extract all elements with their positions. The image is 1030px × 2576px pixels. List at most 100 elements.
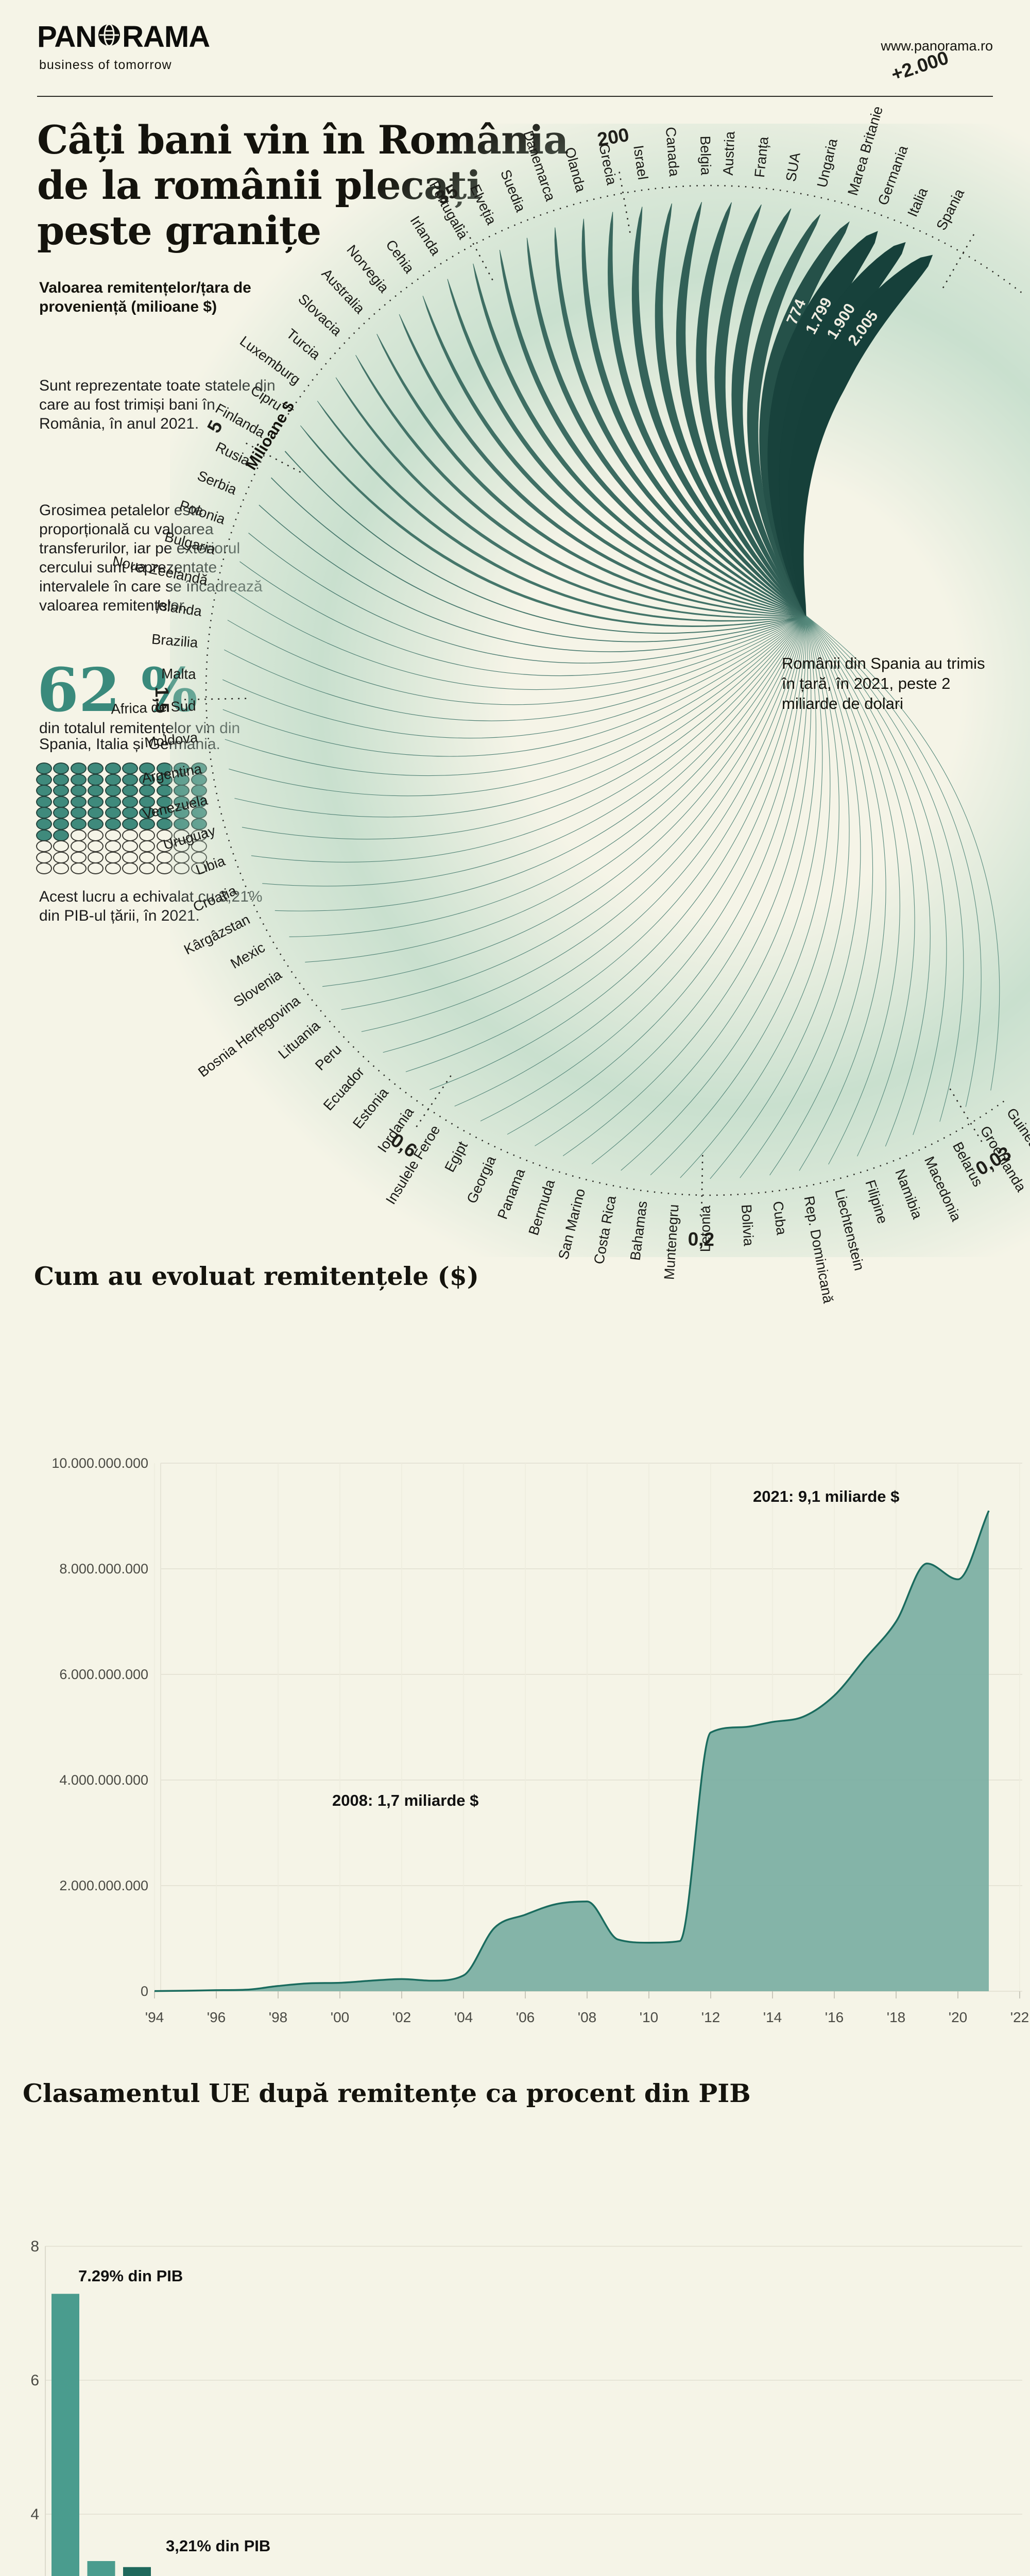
bar-chart-title: Clasamentul UE după remitențe ca procent… [23, 2078, 751, 2108]
country-label: Belgia [697, 135, 714, 176]
petal [526, 238, 806, 616]
petal-line [251, 615, 806, 862]
country-label: Austria [720, 131, 738, 176]
petal [747, 214, 821, 616]
x-axis-label: '22 [1010, 2009, 1029, 2025]
interval-label: 0,2 [688, 1228, 714, 1250]
petal-line [562, 615, 812, 1157]
petal-line [805, 615, 900, 1165]
country-label: Bosnia Herțegovina [195, 992, 303, 1080]
x-axis-label: '16 [825, 2009, 844, 2025]
area-chart-title: Cum au evoluat remitențele ($) [34, 1261, 479, 1291]
petal-line [322, 615, 806, 987]
petal-line [805, 615, 1000, 1091]
petal [300, 425, 806, 628]
country-label: San Marino [555, 1187, 588, 1261]
bar-romania-highlight [123, 2567, 151, 2576]
x-axis-label: '96 [207, 2009, 226, 2025]
country-label: Moldova [144, 729, 199, 750]
petal-line [284, 451, 806, 634]
petal-line [480, 615, 806, 1122]
country-label: Bulgaria [163, 529, 217, 558]
petal-line [430, 615, 806, 1090]
y-axis-label: 4.000.000.000 [59, 1772, 148, 1788]
annotation-croatia: 7.29% din PIB [78, 2267, 183, 2285]
petal-line [535, 615, 808, 1146]
petal [473, 263, 806, 616]
interval-tick [700, 1155, 703, 1220]
y-axis-label: 4 [30, 2506, 39, 2523]
petal [499, 249, 806, 616]
country-label: Italia [904, 185, 931, 219]
petal [554, 227, 806, 616]
annotation-2021: 2021: 9,1 miliarde $ [753, 1487, 899, 1505]
waffle-dot-empty [36, 862, 52, 875]
petal-line [232, 590, 806, 690]
petal-line [650, 615, 831, 1176]
area-fill [154, 1511, 989, 1991]
country-label: Franța [751, 135, 771, 178]
petal [676, 201, 806, 616]
petal-line [740, 615, 861, 1178]
country-label: Slovacia [295, 291, 345, 339]
petal [317, 400, 806, 622]
country-label: Grecia [596, 142, 620, 187]
petal-line [248, 533, 806, 664]
x-axis-label: '14 [763, 2009, 782, 2025]
country-label: Croația [191, 882, 239, 915]
petal-line [805, 615, 964, 1122]
y-axis-label: 2.000.000.000 [59, 1878, 148, 1893]
country-label: Argentina [141, 760, 203, 786]
interval-tick [414, 1075, 452, 1130]
site-url: www.panorama.ro [881, 38, 993, 54]
petal [787, 255, 933, 616]
country-label: Polonia [178, 497, 228, 528]
country-label: Islanda [156, 597, 203, 620]
waffle-dot-empty [88, 862, 104, 875]
petal-line [289, 615, 806, 937]
interval-tick [618, 168, 631, 233]
petal-line [274, 615, 806, 911]
waffle-dot-empty [139, 862, 156, 875]
petal [731, 208, 806, 616]
country-label: Irlanda [407, 213, 444, 258]
country-label: Brazilia [151, 631, 199, 650]
petal-line [361, 615, 806, 1032]
area-chart: 0 2.000.000.000 4.000.000.000 6.000.000.000… [52, 1455, 1029, 2025]
country-label: Elveția [467, 182, 500, 227]
petal-line [259, 504, 806, 652]
country-label: Serbia [195, 467, 239, 498]
interval-tick [949, 1088, 984, 1145]
country-label: Rep. Dominicană [801, 1195, 836, 1305]
country-label: Letonia [697, 1205, 713, 1252]
country-label: Danemarca [520, 128, 559, 203]
annotation-romania: 3,21% din PIB [166, 2537, 270, 2555]
petal-line [229, 615, 806, 796]
waffle-dot-empty [105, 862, 121, 875]
x-axis-label: '08 [578, 2009, 597, 2025]
area-line [154, 1510, 990, 1992]
petal-line [769, 615, 873, 1176]
country-label: Africa de Sud [111, 698, 196, 717]
petal-line [222, 615, 806, 757]
header-divider [37, 96, 993, 97]
waffle-dot-empty [53, 862, 70, 875]
petal [376, 334, 806, 616]
country-label: Mexic [228, 939, 268, 972]
country-label: Guinea [1004, 1105, 1030, 1152]
x-axis-label: '20 [949, 2009, 968, 2025]
petal [696, 202, 806, 616]
petal-line [270, 477, 806, 642]
country-label: Noua Zeelandă [111, 553, 210, 588]
petal-line [262, 615, 806, 887]
interval-tick [181, 698, 247, 701]
waffle-dot-empty [70, 862, 87, 875]
petal [355, 355, 806, 616]
petal [714, 204, 806, 616]
petal [335, 377, 806, 618]
petal [655, 203, 806, 616]
petal [607, 212, 806, 616]
radial-annotation: Românii din Spania au trimis în țară, în… [782, 654, 985, 713]
country-label: Spania [933, 186, 968, 233]
